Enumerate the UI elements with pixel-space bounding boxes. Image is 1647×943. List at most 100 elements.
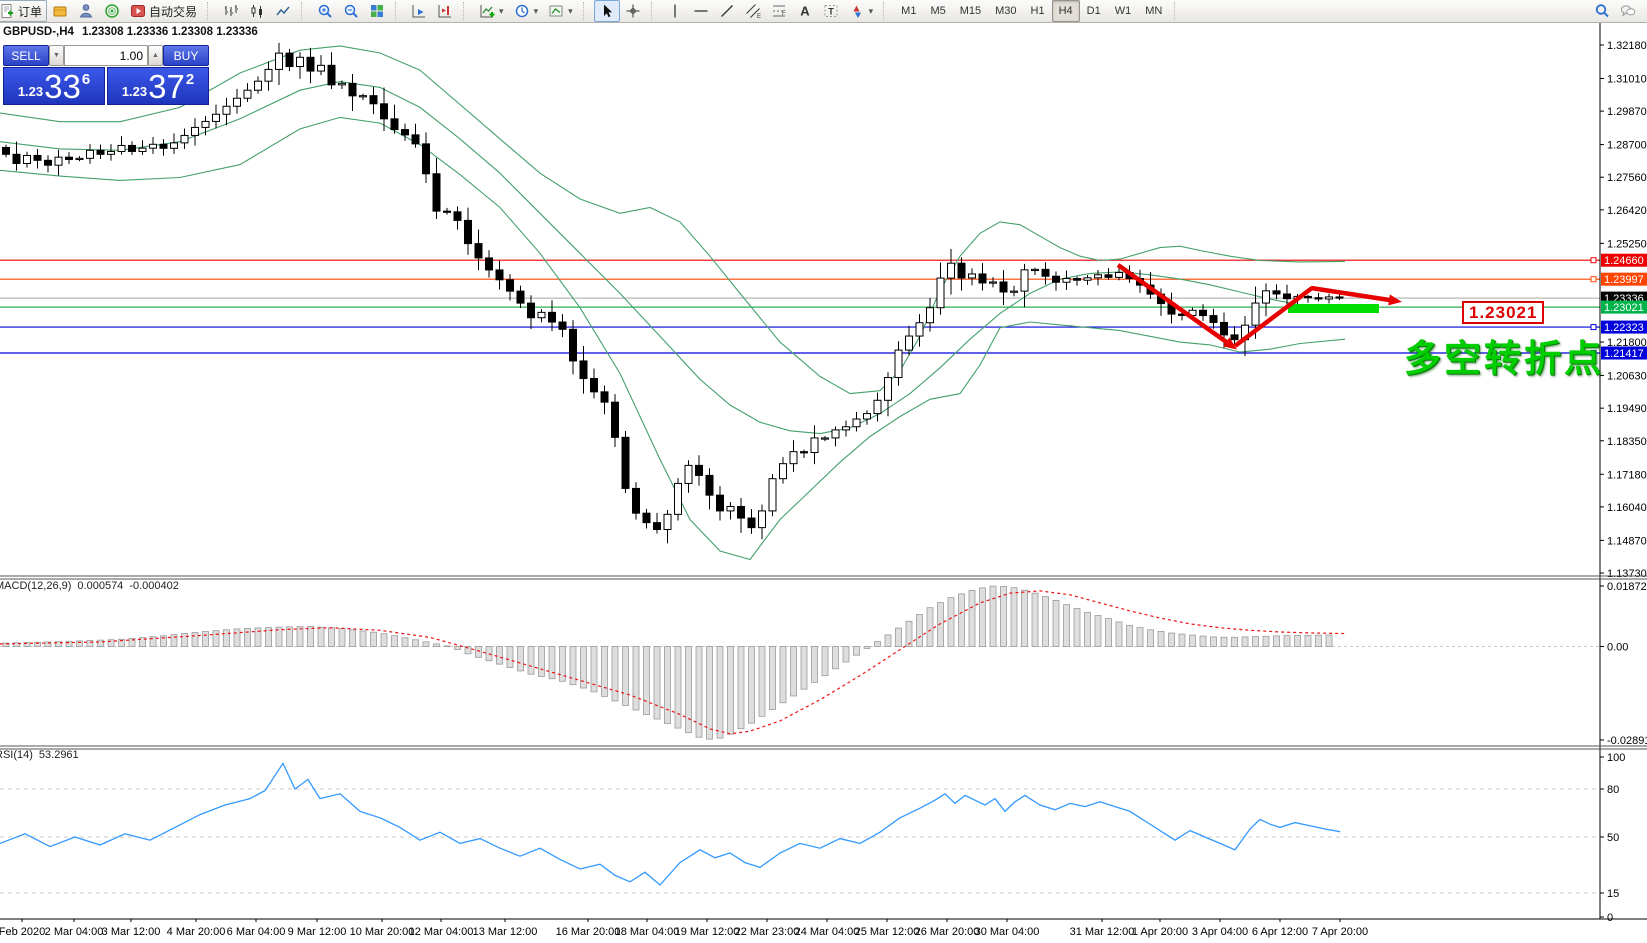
tf-d1-button[interactable]: D1: [1086, 5, 1101, 17]
zoom-in-icon[interactable]: [312, 0, 338, 22]
macd-indicator-label: MACD(12,26,9) 0.000574 -0.000402: [0, 580, 185, 592]
tf-w1-button[interactable]: W1: [1114, 5, 1132, 17]
tf-m5-button[interactable]: M5: [930, 5, 946, 17]
tf-m15-button[interactable]: M15: [959, 5, 982, 17]
toolbar-separator: [582, 2, 591, 20]
tf-m1-button[interactable]: M1: [901, 5, 917, 17]
time-axis[interactable]: Feb 2020 2 Mar 04:003 Mar 12:00 4 Mar 20:0…: [0, 918, 1647, 938]
hline-button[interactable]: [688, 0, 714, 22]
volume-decrease-button[interactable]: ▼: [49, 45, 64, 66]
cursor-button[interactable]: [593, 0, 620, 22]
buy-price-display[interactable]: 1.23 37 2: [107, 67, 209, 105]
sell-price-display[interactable]: 1.23 33 6: [3, 67, 105, 105]
toolbar-separator: [1174, 2, 1182, 20]
chart-shift-icon[interactable]: [432, 0, 458, 22]
tile-windows-icon[interactable]: [364, 0, 390, 22]
sell-price-big: 33: [44, 68, 81, 105]
svg-text:100: 100: [1607, 752, 1625, 764]
candlestick-chart-icon[interactable]: [244, 0, 270, 22]
ohlc-values: 1.23308 1.23336 1.23308 1.23336: [81, 26, 258, 38]
channel-button[interactable]: E: [740, 0, 766, 22]
orders-button[interactable]: 订单: [0, 0, 48, 22]
chart-ohlc-readout: GBPUSD-,H4 1.23308 1.23336 1.23308 1.2333…: [3, 26, 258, 38]
rsi-name: RSI(14): [0, 749, 33, 761]
svg-text:4 Mar 20:00: 4 Mar 20:00: [167, 926, 226, 938]
toolbar-separator: [883, 2, 891, 20]
vline-button[interactable]: [662, 0, 688, 22]
autotrading-button-label: 自动交易: [149, 4, 198, 19]
chart-canvas[interactable]: 1.32180 1.31010 1.29870 1.28700 1.27560 1.264…: [0, 22, 1647, 943]
svg-text:1.25250: 1.25250: [1607, 238, 1647, 250]
periods-button[interactable]: ▾: [509, 0, 544, 22]
svg-text:A: A: [800, 4, 810, 19]
buy-price-pip: 2: [185, 71, 195, 88]
svg-text:0.00: 0.00: [1607, 642, 1628, 654]
rsi-indicator-label: RSI(14) 53.2961: [0, 749, 85, 761]
chat-icon[interactable]: [1615, 0, 1641, 22]
search-icon[interactable]: [1589, 0, 1615, 22]
tf-m30-button[interactable]: M30: [995, 5, 1017, 17]
svg-text:2 Mar 04:00: 2 Mar 04:00: [45, 926, 104, 938]
price-callout-box[interactable]: 1.23021: [1462, 301, 1545, 324]
buy-price-big: 37: [148, 68, 185, 105]
auto-scroll-icon[interactable]: [406, 0, 432, 22]
rsi-panel[interactable]: 100 80 50 15 0: [0, 752, 1625, 924]
svg-text:1.13730: 1.13730: [1607, 568, 1647, 580]
svg-text:12 Mar 04:00: 12 Mar 04:00: [409, 926, 474, 938]
chevron-down-icon: ▾: [499, 5, 504, 16]
sell-button[interactable]: SELL: [3, 45, 49, 66]
bar-chart-icon[interactable]: [218, 0, 244, 22]
svg-text:9 Mar 12:00: 9 Mar 12:00: [288, 926, 347, 938]
volume-increase-button[interactable]: ▲: [148, 45, 163, 66]
toolbar: 订单 自动交易 ▾ ▾ ▾ E F A T ▾ M1 M5 M15 M30 H1 H4 D1 W1 MN: [0, 0, 1647, 23]
annotation-text[interactable]: 多空转折点: [1404, 338, 1604, 379]
chevron-down-icon: ▾: [568, 5, 573, 16]
svg-text:1.22323: 1.22323: [1604, 322, 1644, 334]
svg-text:13 Mar 12:00: 13 Mar 12:00: [473, 926, 538, 938]
svg-text:1.28700: 1.28700: [1607, 140, 1647, 152]
volume-input[interactable]: [64, 45, 148, 66]
svg-text:1.21417: 1.21417: [1604, 348, 1644, 360]
svg-text:1.18350: 1.18350: [1607, 436, 1647, 448]
fibonacci-button[interactable]: F: [766, 0, 792, 22]
history-center-icon[interactable]: [47, 0, 73, 22]
crosshair-button[interactable]: [620, 0, 646, 22]
svg-text:22 Mar 23:00: 22 Mar 23:00: [735, 926, 800, 938]
svg-text:1.16040: 1.16040: [1607, 502, 1647, 514]
tf-h4-button[interactable]: H4: [1051, 0, 1080, 22]
macd-panel[interactable]: 0.018721 0.00 -0.028913: [0, 581, 1647, 747]
buy-button[interactable]: BUY: [163, 45, 209, 66]
market-watch-icon[interactable]: [73, 0, 99, 22]
label-button[interactable]: T: [818, 0, 844, 22]
svg-text:1.27560: 1.27560: [1607, 172, 1647, 184]
templates-button[interactable]: ▾: [543, 0, 578, 22]
signals-icon[interactable]: [99, 0, 125, 22]
tf-mn-button[interactable]: MN: [1145, 5, 1163, 17]
svg-text:1.23997: 1.23997: [1604, 274, 1644, 286]
chevron-down-icon: ▾: [868, 5, 874, 16]
svg-text:50: 50: [1607, 832, 1619, 844]
arrows-button[interactable]: ▾: [844, 0, 879, 22]
text-button[interactable]: A: [792, 0, 818, 22]
tf-h1-button[interactable]: H1: [1030, 5, 1045, 17]
trendline-button[interactable]: [714, 0, 740, 22]
svg-text:-0.028913: -0.028913: [1607, 735, 1647, 747]
toolbar-separator: [395, 2, 403, 20]
svg-text:3 Apr 04:00: 3 Apr 04:00: [1192, 926, 1248, 938]
toolbar-separator: [301, 2, 309, 20]
zoom-out-icon[interactable]: [338, 0, 364, 22]
rsi-value: 53.2961: [38, 749, 79, 761]
chevron-down-icon: ▾: [533, 5, 539, 16]
trend-arrows[interactable]: [1116, 263, 1402, 350]
svg-text:1.14870: 1.14870: [1607, 535, 1647, 547]
svg-text:3 Mar 12:00: 3 Mar 12:00: [102, 926, 161, 938]
orders-button-label: 订单: [18, 4, 43, 19]
svg-text:1.24660: 1.24660: [1604, 255, 1644, 267]
autotrading-button[interactable]: 自动交易: [125, 0, 202, 22]
svg-text:26 Mar 20:00: 26 Mar 20:00: [915, 926, 980, 938]
line-chart-icon[interactable]: [270, 0, 296, 22]
svg-text:1.19490: 1.19490: [1607, 403, 1647, 415]
indicators-button[interactable]: ▾: [474, 0, 509, 22]
price-axis[interactable]: 1.32180 1.31010 1.29870 1.28700 1.27560 1.264…: [1599, 22, 1647, 919]
